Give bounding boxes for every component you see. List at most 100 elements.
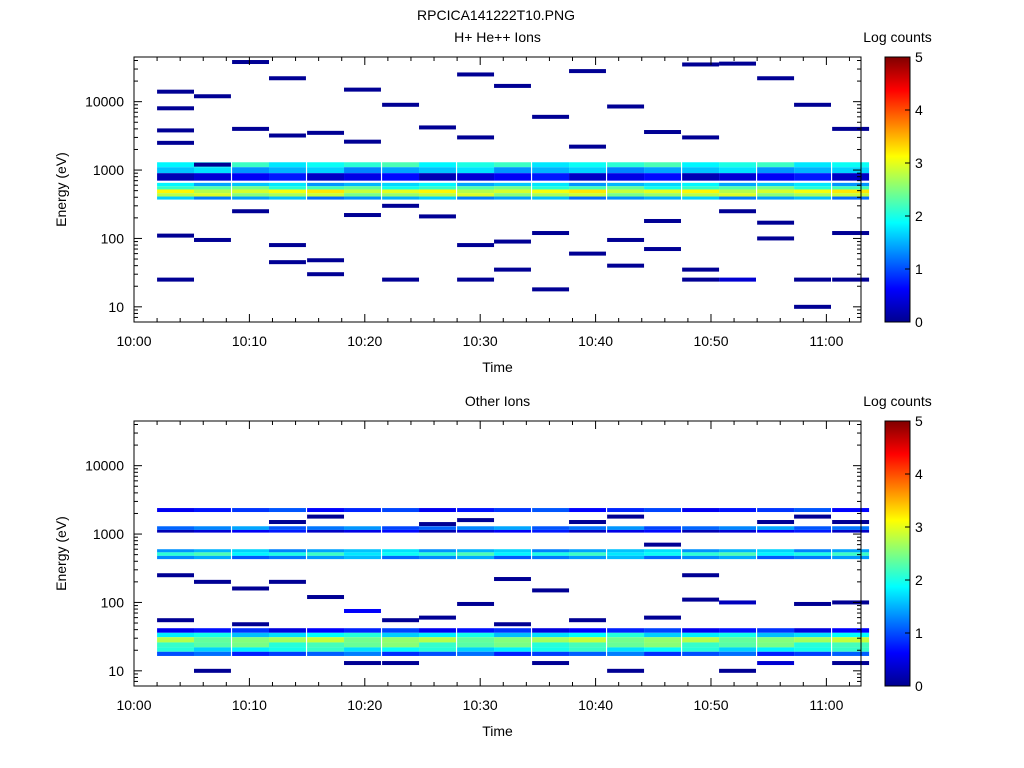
- spectrogram-cell: [682, 193, 720, 197]
- spectrogram-cell: [269, 193, 306, 197]
- spectrogram-cell: [157, 526, 195, 530]
- y-tick-label: 10000: [85, 94, 124, 110]
- spectrogram-cell: [607, 167, 645, 174]
- spectrogram-cell: [307, 526, 345, 530]
- spectrogram-cell: [719, 668, 756, 673]
- spectrogram-cell: [569, 628, 606, 633]
- spectrogram-cell: [644, 651, 681, 656]
- spectrogram-cell: [569, 618, 606, 623]
- spectrogram-cell: [719, 189, 756, 194]
- spectrogram-cell: [232, 637, 270, 643]
- spectrogram-cell: [419, 196, 456, 200]
- spectrogram-cell: [307, 162, 345, 168]
- spectrogram-cell: [682, 62, 720, 67]
- spectrogram-cell: [157, 106, 195, 111]
- spectrogram-cell: [194, 555, 231, 560]
- spectrogram-cell: [607, 642, 645, 648]
- spectrogram-cell: [419, 508, 456, 513]
- spectrogram-cell: [494, 173, 531, 181]
- spectrogram-cell: [232, 651, 270, 656]
- spectrogram-cell: [644, 549, 681, 553]
- spectrogram-cell: [569, 526, 606, 530]
- spectrogram-cell: [794, 277, 831, 282]
- spectrogram-cell: [644, 508, 681, 513]
- colorbar-tick-label: 0: [915, 678, 923, 694]
- spectrogram-cell: [307, 555, 345, 560]
- spectrogram-cell: [344, 608, 381, 613]
- spectrogram-cell: [269, 76, 306, 81]
- spectrogram-cell: [194, 549, 231, 553]
- spectrogram-cell: [532, 642, 570, 648]
- spectrogram-cell: [157, 196, 195, 200]
- spectrogram-cell: [682, 637, 720, 643]
- spectrogram-cell: [307, 130, 345, 135]
- spectrogram-cell: [682, 267, 720, 272]
- spectrogram-cell: [569, 637, 606, 643]
- spectrogram-cell: [344, 162, 381, 168]
- spectrogram-cell: [607, 193, 645, 197]
- spectrogram-cell: [344, 186, 381, 190]
- spectrogram-cell: [494, 555, 531, 560]
- spectrogram-cell: [719, 61, 756, 66]
- x-tick-label: 10:10: [232, 333, 267, 349]
- spectrogram-cell: [232, 549, 270, 553]
- spectrogram-cell: [457, 601, 495, 606]
- spectrogram-cell: [607, 173, 645, 181]
- y-tick-label: 100: [101, 594, 125, 610]
- spectrogram-cell: [157, 167, 195, 174]
- spectrogram-cell: [607, 196, 645, 200]
- spectrogram-cell: [719, 186, 756, 190]
- spectrogram-cell: [382, 637, 420, 643]
- spectrogram-cell: [682, 135, 720, 140]
- spectrogram-cell: [157, 642, 195, 648]
- spectrogram-cell: [532, 632, 570, 638]
- spectrogram-cell: [232, 529, 270, 533]
- spectrogram-cell: [457, 628, 495, 633]
- spectrogram-cell: [532, 529, 570, 533]
- spectrogram-cell: [344, 651, 381, 656]
- spectrogram-cell: [269, 162, 306, 168]
- spectrogram-cell: [269, 508, 306, 513]
- spectrogram-cell: [832, 637, 870, 643]
- spectrogram-cell: [832, 162, 870, 168]
- spectrogram-cell: [194, 182, 231, 187]
- spectrogram-cell: [232, 632, 270, 638]
- spectrogram-cell: [644, 632, 681, 638]
- spectrogram-cell: [157, 618, 195, 623]
- spectrogram-cell: [344, 661, 381, 666]
- x-tick-label: 10:20: [347, 697, 382, 713]
- spectrogram-cell: [794, 102, 831, 107]
- spectrogram-cell: [194, 186, 231, 190]
- spectrogram-cell: [494, 549, 531, 553]
- colorbar: [884, 420, 911, 687]
- figure-title: RPCICA141222T10.PNG: [417, 7, 575, 23]
- spectrogram-cell: [569, 186, 606, 190]
- spectrogram-cell: [232, 209, 270, 214]
- spectrogram-cell: [344, 555, 381, 560]
- spectrogram-cell: [344, 647, 381, 652]
- spectrogram-cell: [344, 628, 381, 633]
- spectrogram-cell: [682, 597, 720, 602]
- spectrogram-cell: [157, 529, 195, 533]
- spectrogram-cell: [307, 182, 345, 187]
- spectrogram-cell: [307, 193, 345, 197]
- spectrogram-cell: [832, 182, 870, 187]
- spectrogram-cell: [494, 628, 531, 633]
- spectrogram-cell: [494, 239, 531, 244]
- spectrogram-cell: [457, 186, 495, 190]
- spectrogram-cell: [457, 196, 495, 200]
- spectrogram-cell: [269, 642, 306, 648]
- spectrogram-cell: [382, 186, 420, 190]
- spectrogram-cell: [569, 508, 606, 513]
- spectrogram-cell: [157, 128, 195, 133]
- spectrogram-cell: [794, 628, 831, 633]
- spectrogram-cell: [232, 622, 270, 627]
- spectrogram-cell: [457, 529, 495, 533]
- spectrogram-cell: [157, 628, 195, 633]
- colorbar-tick-label: 3: [915, 155, 923, 171]
- spectrogram-cell: [832, 520, 870, 525]
- spectrogram-cell: [757, 76, 795, 81]
- spectrogram-cell: [607, 189, 645, 194]
- colorbar-label: Log counts: [863, 393, 932, 409]
- spectrogram-cell: [382, 196, 420, 200]
